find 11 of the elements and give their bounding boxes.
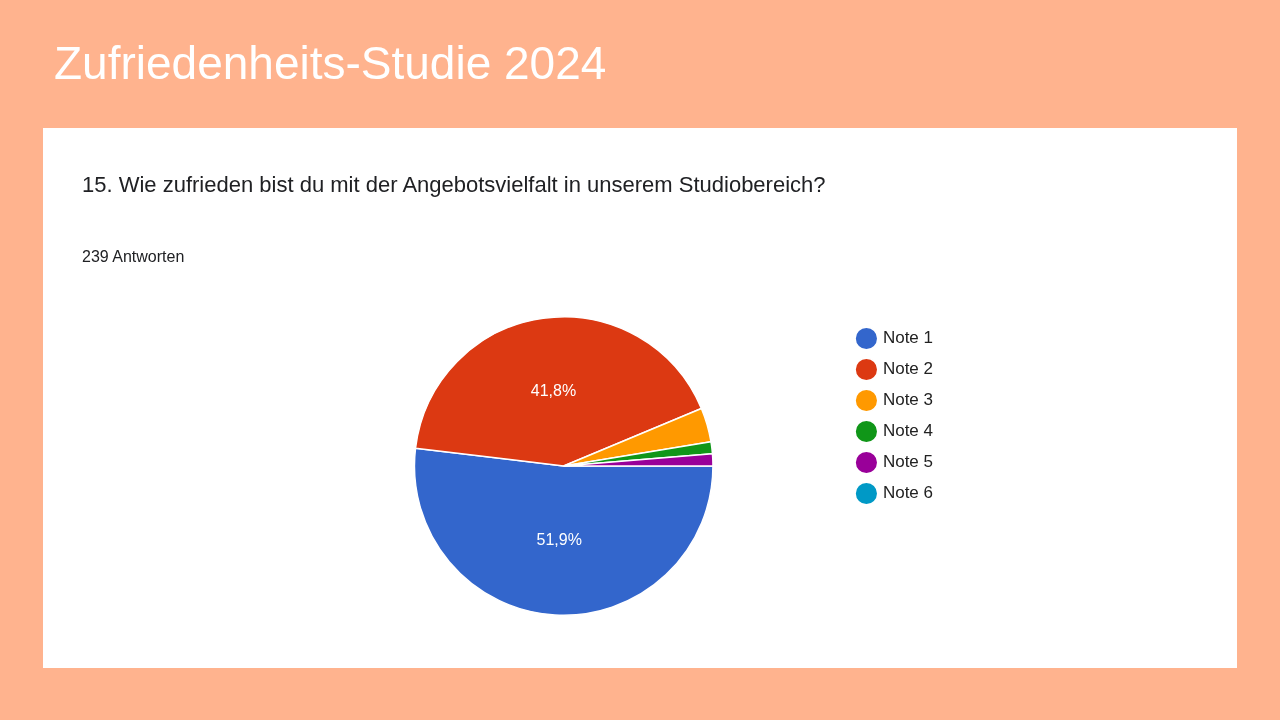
chart-subtitle: 15. Wie zufrieden bist du mit der Angebotsvielfalt in unserem Studiobereich?	[82, 172, 826, 198]
legend-label: Note 6	[882, 483, 934, 503]
legend-label: Note 4	[882, 421, 934, 441]
legend-label: Note 2	[882, 359, 934, 379]
legend-label: Note 5	[882, 452, 934, 472]
text: 239 Antworten	[82, 248, 185, 266]
legend-label: Note 3	[882, 390, 934, 410]
data-label: 51,9%	[536, 530, 582, 548]
legend-label: Note 1	[882, 328, 934, 348]
chart-title: Zufriedenheits-Studie 2024	[54, 36, 607, 90]
data-label: 41,8%	[530, 382, 577, 400]
